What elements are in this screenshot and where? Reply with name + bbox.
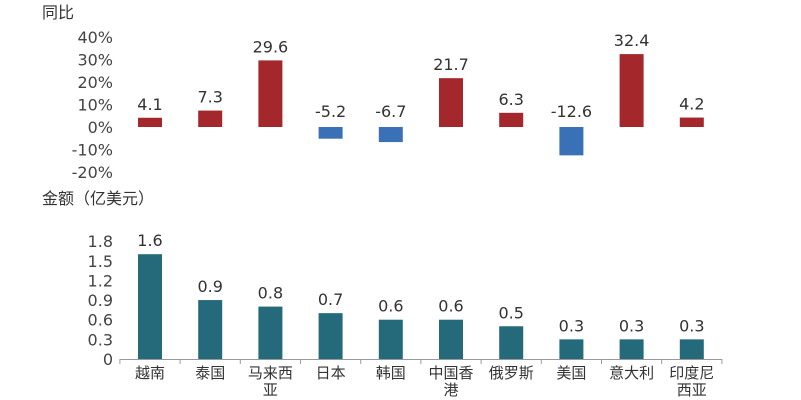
- top-bar: [559, 127, 584, 156]
- bottom-ytick-label: 1.8: [88, 232, 113, 251]
- top-data-label: 21.7: [433, 55, 469, 74]
- top-bar: [138, 117, 162, 127]
- category-label: 越南: [135, 364, 165, 382]
- top-data-label: 4.2: [679, 95, 704, 114]
- category-label: 泰国: [195, 364, 225, 382]
- top-ytick-label: -20%: [72, 163, 113, 182]
- bottom-bar: [198, 300, 223, 359]
- category-label: 日本: [316, 364, 346, 382]
- bottom-bar: [378, 319, 403, 359]
- category-label: 港: [443, 381, 458, 399]
- category-label: 亚: [263, 381, 278, 399]
- bottom-data-label: 0.9: [197, 277, 222, 296]
- category-label: 中国香: [428, 364, 473, 382]
- top-bar: [258, 60, 283, 127]
- bottom-data-label: 0.5: [498, 303, 523, 322]
- top-bar: [378, 127, 403, 143]
- bottom-data-label: 0.8: [258, 284, 283, 303]
- bottom-data-label: 0.3: [619, 316, 644, 335]
- bottom-ytick-label: 1.5: [88, 252, 113, 271]
- top-data-label: 7.3: [197, 88, 222, 107]
- bottom-ytick-label: 0: [103, 350, 113, 369]
- bottom-bar: [439, 319, 463, 359]
- category-label: 意大利: [609, 364, 654, 382]
- top-data-label: 4.1: [137, 95, 162, 114]
- bottom-data-label: 0.7: [318, 290, 343, 309]
- category-label: 印度尼: [669, 364, 714, 382]
- top-data-label: 29.6: [253, 37, 289, 56]
- bottom-data-label: 1.6: [137, 231, 162, 250]
- top-ytick-label: 30%: [77, 51, 113, 70]
- top-bar: [619, 54, 644, 127]
- bottom-ylabel: 金额（亿美元）: [42, 189, 154, 208]
- category-label: 美国: [556, 364, 586, 382]
- bottom-data-label: 0.3: [679, 316, 704, 335]
- bottom-data-label: 0.3: [559, 316, 584, 335]
- top-bar: [499, 112, 524, 127]
- bottom-bar: [138, 254, 162, 359]
- top-data-label: -6.7: [375, 102, 406, 121]
- bottom-ytick-label: 0.6: [88, 311, 113, 330]
- bottom-bar: [679, 339, 704, 359]
- bottom-bar: [499, 326, 524, 359]
- bottom-ytick-label: 0.3: [88, 330, 113, 349]
- top-ytick-label: 0%: [88, 118, 113, 137]
- bottom-ytick-label: 0.9: [88, 291, 113, 310]
- bottom-bar: [318, 313, 343, 359]
- bottom-bar: [258, 306, 283, 359]
- category-label: 俄罗斯: [489, 364, 534, 382]
- top-bar: [439, 78, 463, 127]
- top-data-label: 6.3: [498, 90, 523, 109]
- bottom-data-label: 0.6: [438, 297, 463, 316]
- top-ytick-label: 20%: [77, 73, 113, 92]
- top-data-label: 32.4: [614, 31, 650, 50]
- top-bar: [318, 127, 343, 139]
- top-data-label: -12.6: [551, 102, 592, 121]
- bottom-bar: [559, 339, 584, 359]
- category-label: 西亚: [677, 381, 707, 399]
- top-bar: [198, 110, 223, 127]
- top-ytick-label: 10%: [77, 96, 113, 115]
- top-ytick-label: 40%: [77, 28, 113, 47]
- top-ylabel: 同比: [42, 3, 74, 22]
- bottom-bar: [619, 339, 644, 359]
- category-label: 韩国: [376, 364, 406, 382]
- bottom-ytick-label: 1.2: [88, 271, 113, 290]
- top-data-label: -5.2: [315, 102, 346, 121]
- top-ytick-label: -10%: [72, 141, 113, 160]
- bottom-data-label: 0.6: [378, 297, 403, 316]
- top-bar: [679, 117, 704, 127]
- category-label: 马来西: [248, 364, 293, 382]
